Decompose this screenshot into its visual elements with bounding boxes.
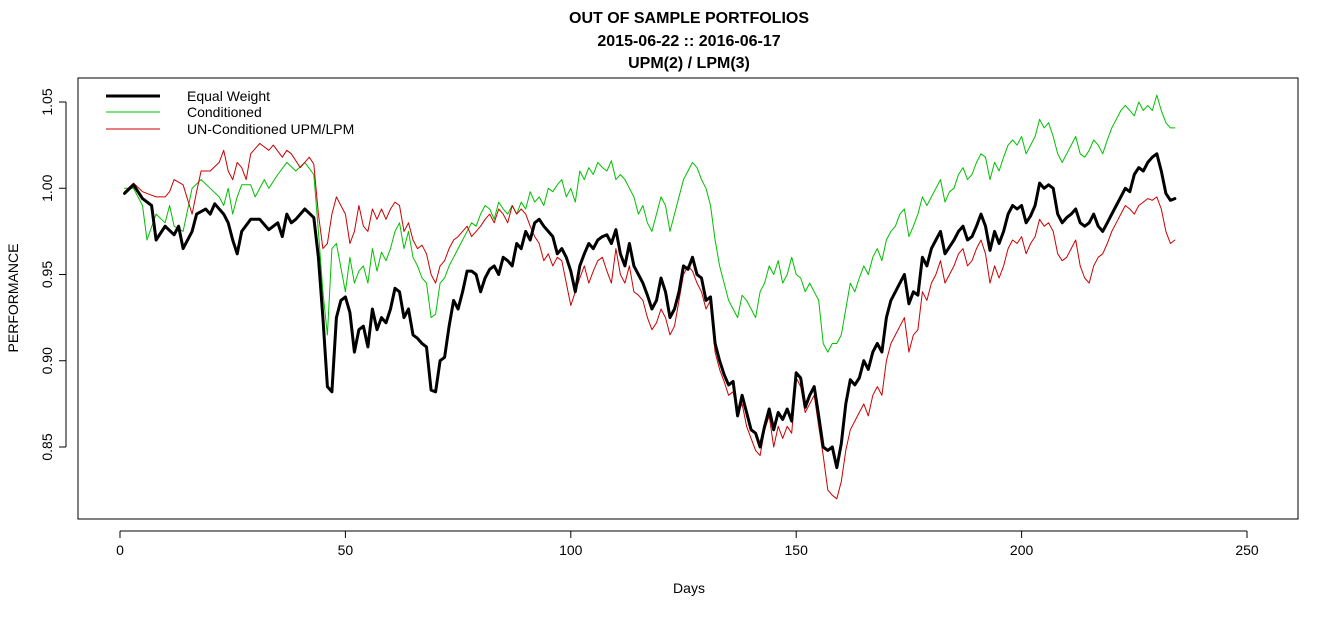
x-tick-label: 250	[1235, 542, 1259, 558]
chart-title: OUT OF SAMPLE PORTFOLIOS	[569, 10, 809, 27]
x-tick-label: 50	[338, 542, 354, 558]
x-axis: 0 50 100 150 200 250	[116, 530, 1259, 558]
legend-label: Conditioned	[187, 104, 262, 120]
chart-subtitle-dates: 2015-06-22 :: 2016-06-17	[597, 33, 780, 50]
x-tick-label: 200	[1010, 542, 1034, 558]
x-tick-label: 100	[559, 542, 583, 558]
y-axis-label: PERFORMANCE	[5, 244, 21, 353]
y-tick-label: 0.95	[39, 261, 55, 288]
chart-subtitle-method: UPM(2) / LPM(3)	[628, 55, 750, 72]
x-tick-label: 150	[785, 542, 809, 558]
y-tick-label: 1.00	[39, 174, 55, 201]
series-line-equal-weight	[123, 152, 1177, 470]
y-tick-label: 0.90	[39, 347, 55, 374]
series-layer	[123, 94, 1177, 500]
y-tick-label: 1.05	[39, 88, 55, 115]
y-axis: 0.85 0.90 0.95 1.00 1.05	[39, 88, 67, 461]
x-tick-label: 0	[116, 542, 124, 558]
y-tick-label: 0.85	[39, 433, 55, 460]
plot-frame	[77, 77, 1299, 520]
legend-label: Equal Weight	[187, 88, 270, 104]
x-axis-label: Days	[673, 580, 705, 596]
legend-label: UN-Conditioned UPM/LPM	[187, 121, 354, 137]
series-line-conditioned	[124, 94, 1176, 353]
